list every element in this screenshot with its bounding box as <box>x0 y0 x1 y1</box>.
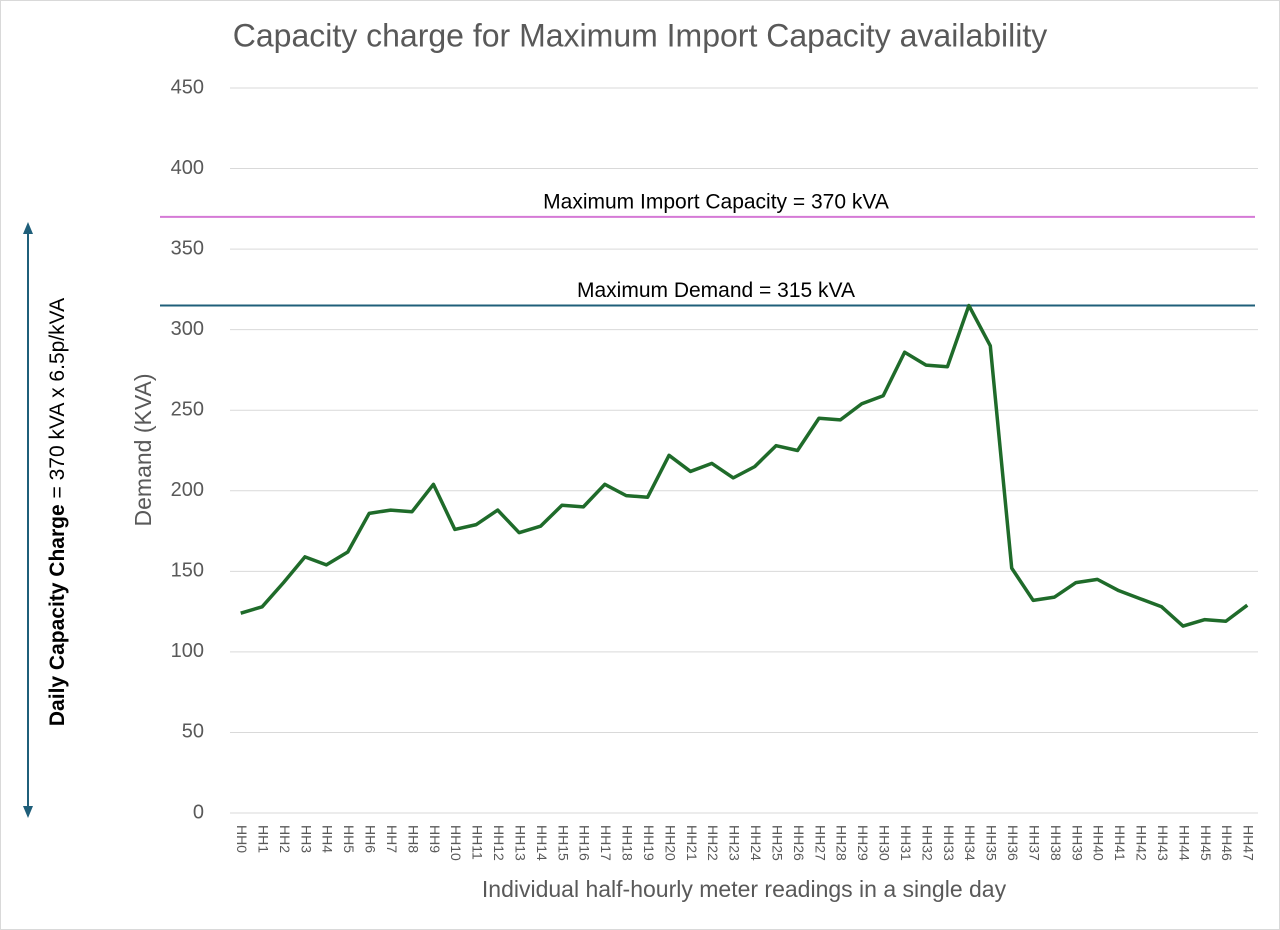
side-annotation: Daily Capacity Charge = 370 kVA x 6.5p/k… <box>23 222 69 818</box>
x-tick-label: HH20 <box>662 825 678 861</box>
x-tick-label: HH39 <box>1069 825 1085 861</box>
x-axis-title: Individual half-hourly meter readings in… <box>482 876 1007 902</box>
x-tick-label: HH32 <box>919 825 935 861</box>
data-line <box>240 303 1249 628</box>
x-tick-label: HH0 <box>234 825 250 853</box>
x-tick-label: HH9 <box>427 825 443 853</box>
x-tick-label: HH26 <box>791 825 807 861</box>
y-tick-label: 400 <box>171 157 204 179</box>
side-annotation-bold: Daily Capacity Charge <box>46 504 69 726</box>
x-tick-label: HH45 <box>1198 825 1214 861</box>
chart-title: Capacity charge for Maximum Import Capac… <box>233 17 1048 53</box>
y-tick-label: 200 <box>171 479 204 501</box>
x-tick-label: HH30 <box>877 825 893 861</box>
x-tick-label: HH36 <box>1005 825 1021 861</box>
x-tick-label: HH2 <box>277 825 293 853</box>
x-tick-label: HH5 <box>341 825 357 853</box>
x-tick-label: HH38 <box>1048 825 1064 861</box>
x-tick-label: HH42 <box>1134 825 1150 861</box>
x-tick-label: HH11 <box>470 825 486 860</box>
x-tick-label: HH13 <box>512 825 528 861</box>
y-tick-label: 100 <box>171 640 204 662</box>
y-tick-label: 300 <box>171 318 204 340</box>
y-tick-label: 450 <box>171 76 204 98</box>
x-tick-label: HH34 <box>962 825 978 861</box>
x-tick-label: HH10 <box>448 825 464 861</box>
x-tick-label: HH41 <box>1112 825 1128 861</box>
side-arrow-head <box>23 222 33 234</box>
x-tick-label: HH6 <box>363 825 379 853</box>
side-annotation-rest: = 370 kVA x 6.5p/kVA <box>46 298 69 499</box>
side-arrow-head <box>23 806 33 818</box>
x-tick-label: HH7 <box>384 825 400 853</box>
reference-label: Maximum Demand = 315 kVA <box>577 279 855 302</box>
x-tick-label: HH28 <box>834 825 850 861</box>
y-tick-label: 350 <box>171 237 204 259</box>
x-tick-label: HH8 <box>405 825 421 853</box>
x-tick-label: HH23 <box>727 825 743 861</box>
x-tick-label: HH3 <box>298 825 314 853</box>
x-tick-label: HH47 <box>1241 825 1257 861</box>
x-tick-label: HH19 <box>641 825 657 861</box>
x-tick-label: HH1 <box>255 825 271 853</box>
x-tick-label: HH15 <box>555 825 571 861</box>
x-tick-label: HH40 <box>1091 825 1107 861</box>
x-tick-label: HH4 <box>320 825 336 853</box>
x-tick-label: HH29 <box>855 825 871 861</box>
x-tick-label: HH22 <box>705 825 721 861</box>
x-tick-label: HH44 <box>1176 825 1192 861</box>
x-tick-label: HH17 <box>598 825 614 861</box>
x-tick-label: HH18 <box>620 825 636 861</box>
x-tick-label: HH14 <box>534 825 550 861</box>
y-tick-label: 50 <box>182 721 204 743</box>
y-tick-label: 250 <box>171 399 204 421</box>
x-tick-label: HH12 <box>491 825 507 861</box>
reference-label: Maximum Import Capacity = 370 kVA <box>543 190 889 213</box>
side-annotation-text: Daily Capacity Charge = 370 kVA x 6.5p/k… <box>46 298 69 726</box>
y-tick-label: 150 <box>171 560 204 582</box>
x-tick-label: HH16 <box>577 825 593 861</box>
x-tick-label: HH35 <box>984 825 1000 861</box>
x-tick-label: HH33 <box>941 825 957 861</box>
y-tick-label: 0 <box>193 801 204 823</box>
x-tick-label: HH25 <box>769 825 785 861</box>
x-tick-label: HH27 <box>812 825 828 861</box>
x-tick-label: HH43 <box>1155 825 1171 861</box>
x-tick-label: HH37 <box>1026 825 1042 861</box>
y-axis-title: Demand (KVA) <box>130 374 156 527</box>
x-tick-label: HH24 <box>748 825 764 861</box>
x-tick-label: HH31 <box>898 825 914 861</box>
x-tick-label: HH21 <box>684 825 700 861</box>
x-tick-label: HH46 <box>1219 825 1235 861</box>
